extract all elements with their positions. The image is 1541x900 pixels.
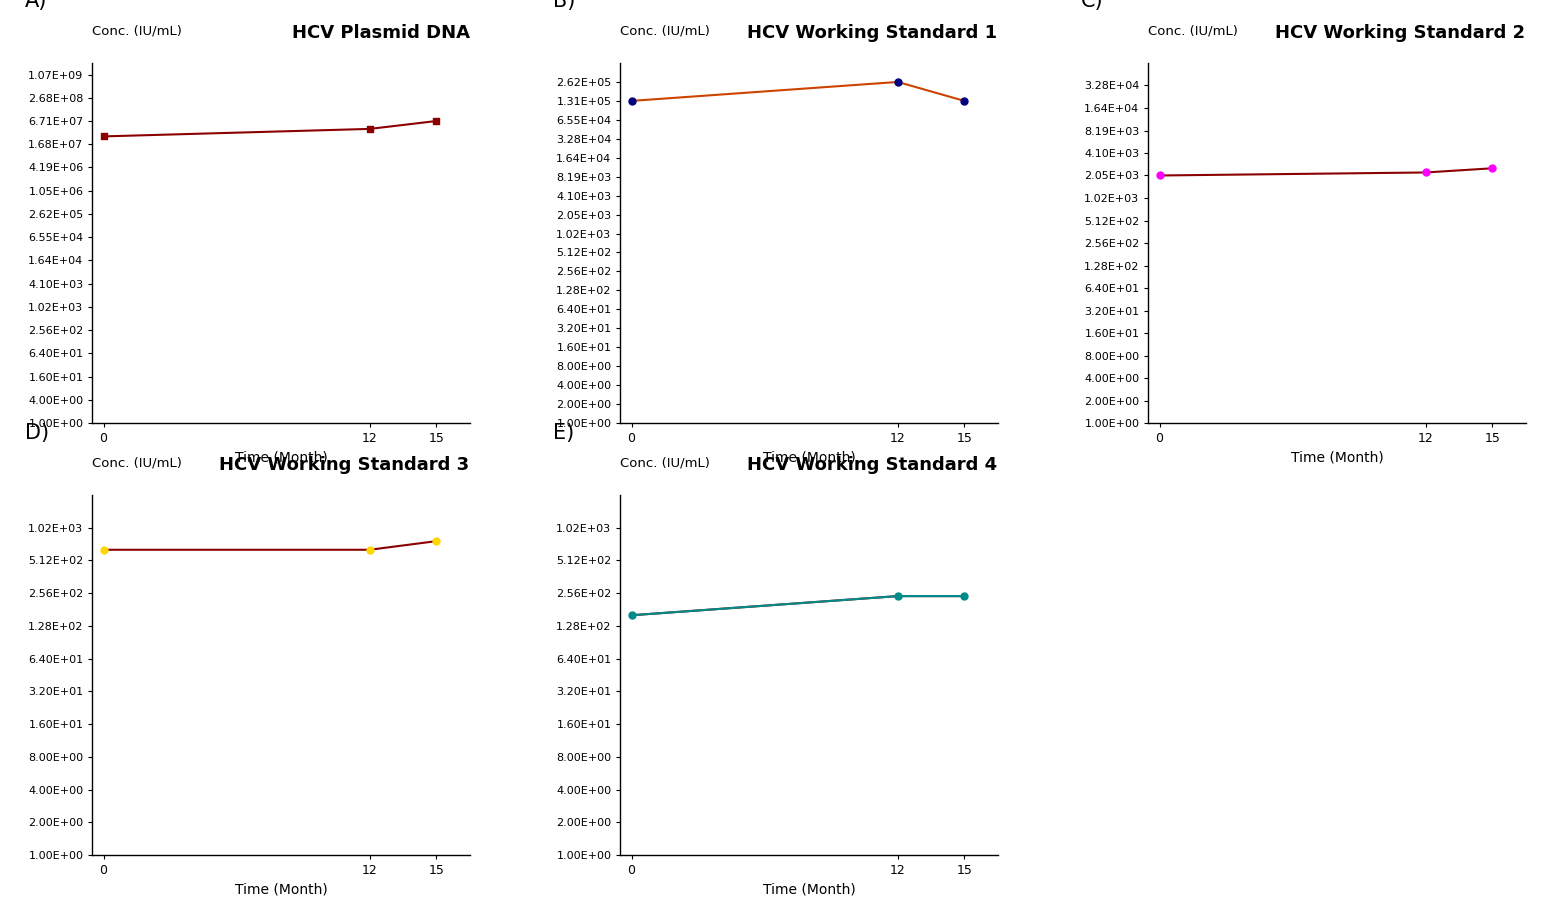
Point xyxy=(886,589,911,603)
Point xyxy=(358,122,382,136)
Point xyxy=(424,534,448,548)
X-axis label: Time (Month): Time (Month) xyxy=(234,883,327,896)
X-axis label: Time (Month): Time (Month) xyxy=(763,883,855,896)
Text: C): C) xyxy=(1080,0,1103,11)
Text: HCV Plasmid DNA: HCV Plasmid DNA xyxy=(291,24,470,42)
Text: Conc. (IU/mL): Conc. (IU/mL) xyxy=(92,25,182,38)
Text: Conc. (IU/mL): Conc. (IU/mL) xyxy=(621,25,710,38)
Point xyxy=(91,543,116,557)
Point xyxy=(1147,168,1171,183)
Point xyxy=(886,75,911,89)
Text: HCV Working Standard 1: HCV Working Standard 1 xyxy=(747,24,997,42)
Point xyxy=(619,94,644,108)
Point xyxy=(1479,161,1504,176)
Point xyxy=(1413,166,1438,180)
Point xyxy=(952,589,977,603)
Point xyxy=(358,543,382,557)
Text: A): A) xyxy=(25,0,46,11)
Text: B): B) xyxy=(553,0,575,11)
Text: Conc. (IU/mL): Conc. (IU/mL) xyxy=(92,457,182,470)
Point xyxy=(424,113,448,128)
Point xyxy=(91,130,116,144)
Text: HCV Working Standard 4: HCV Working Standard 4 xyxy=(747,456,997,474)
Text: E): E) xyxy=(553,423,573,443)
Text: D): D) xyxy=(25,423,49,443)
Text: Conc. (IU/mL): Conc. (IU/mL) xyxy=(621,457,710,470)
X-axis label: Time (Month): Time (Month) xyxy=(234,451,327,464)
X-axis label: Time (Month): Time (Month) xyxy=(763,451,855,464)
Text: HCV Working Standard 3: HCV Working Standard 3 xyxy=(219,456,470,474)
X-axis label: Time (Month): Time (Month) xyxy=(1291,451,1384,464)
Point xyxy=(619,608,644,623)
Point xyxy=(952,94,977,108)
Text: Conc. (IU/mL): Conc. (IU/mL) xyxy=(1148,25,1239,38)
Text: HCV Working Standard 2: HCV Working Standard 2 xyxy=(1276,24,1526,42)
